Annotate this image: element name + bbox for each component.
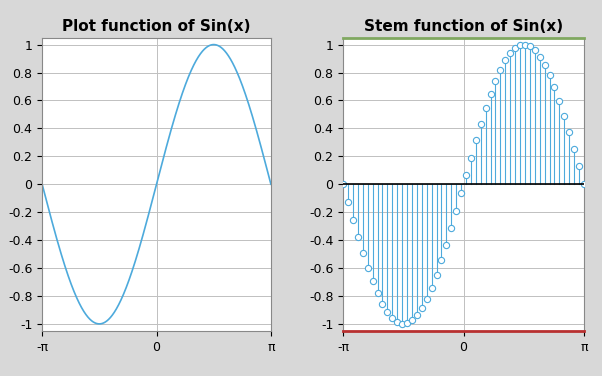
Title: Stem function of Sin(x): Stem function of Sin(x)	[364, 19, 563, 34]
Title: Plot function of Sin(x): Plot function of Sin(x)	[62, 19, 251, 34]
